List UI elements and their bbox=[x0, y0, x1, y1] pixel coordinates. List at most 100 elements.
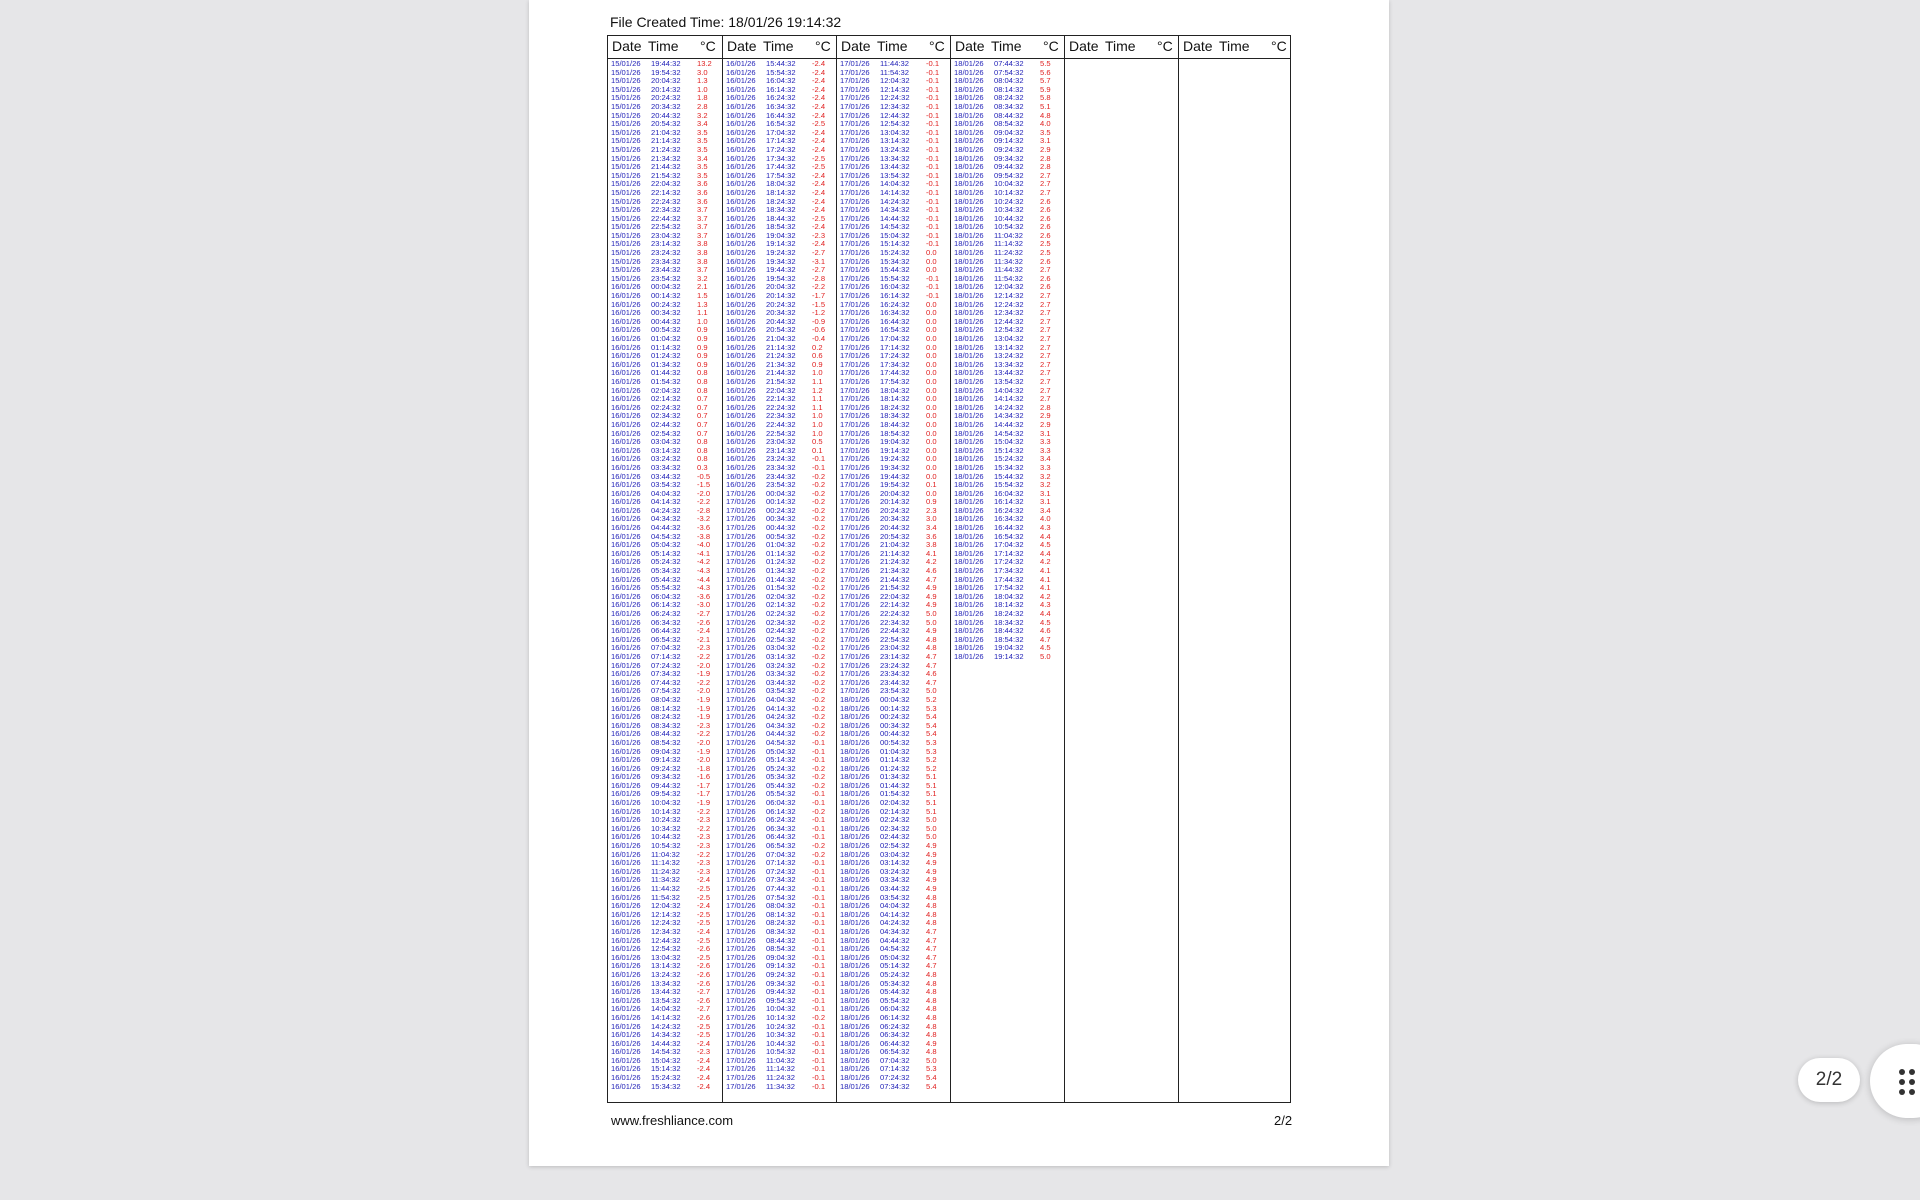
temp-cell: 4.5 bbox=[1040, 617, 1051, 627]
date-cell: 18/01/26 bbox=[840, 737, 870, 747]
table-row: 18/01/26 02:54:32 4.9 bbox=[837, 841, 950, 851]
table-row: 17/01/26 13:24:32 -0.1 bbox=[837, 145, 950, 155]
temp-cell: -0.1 bbox=[926, 59, 940, 68]
header-time: Time bbox=[648, 38, 679, 54]
table-row: 18/01/26 04:04:32 4.8 bbox=[837, 902, 950, 911]
time-cell: 07:44:32 bbox=[994, 59, 1024, 68]
time-cell: 21:34:32 bbox=[766, 359, 796, 369]
table-row: 17/01/26 01:34:32 -0.2 bbox=[723, 566, 836, 576]
date-cell: 18/01/26 bbox=[840, 918, 870, 928]
table-row: 17/01/26 23:44:32 4.7 bbox=[837, 678, 950, 688]
temp-cell: 4.1 bbox=[1040, 574, 1051, 584]
temp-cell: 2.8 bbox=[697, 101, 708, 111]
date-cell: 15/01/26 bbox=[611, 136, 641, 146]
table-row: 17/01/26 19:24:32 0.0 bbox=[837, 455, 950, 464]
date-cell: 17/01/26 bbox=[726, 643, 756, 653]
date-cell: 16/01/26 bbox=[726, 127, 756, 137]
temp-cell: 0.0 bbox=[926, 299, 937, 309]
temp-cell: -2.3 bbox=[812, 230, 826, 240]
time-cell: 02:54:32 bbox=[880, 841, 910, 851]
time-cell: 03:44:32 bbox=[651, 471, 681, 481]
table-row: 16/01/26 21:04:32 -0.4 bbox=[723, 334, 836, 344]
date-cell: 16/01/26 bbox=[611, 583, 641, 593]
date-cell: 18/01/26 bbox=[954, 385, 984, 395]
table-row: 17/01/26 15:34:32 0.0 bbox=[837, 257, 950, 267]
temp-cell: -1.9 bbox=[697, 669, 711, 679]
table-row: 18/01/26 16:14:32 3.1 bbox=[951, 498, 1064, 507]
table-row: 16/01/26 08:34:32 -2.3 bbox=[608, 721, 722, 731]
time-cell: 13:14:32 bbox=[651, 961, 681, 971]
temp-cell: 2.6 bbox=[1040, 222, 1051, 232]
time-cell: 20:44:32 bbox=[880, 523, 910, 533]
table-row: 16/01/26 02:24:32 0.7 bbox=[608, 403, 722, 413]
time-cell: 00:04:32 bbox=[880, 694, 910, 704]
temp-cell: -2.5 bbox=[812, 162, 826, 172]
table-row: 15/01/26 23:54:32 3.2 bbox=[608, 274, 722, 284]
table-row: 17/01/26 13:14:32 -0.1 bbox=[837, 137, 950, 146]
time-cell: 17:04:32 bbox=[994, 540, 1024, 550]
temp-cell: -2.2 bbox=[697, 849, 711, 859]
table-row: 18/01/26 03:24:32 4.9 bbox=[837, 867, 950, 877]
table-row: 18/01/26 03:14:32 4.9 bbox=[837, 859, 950, 868]
temp-cell: -0.1 bbox=[812, 987, 826, 997]
time-cell: 03:24:32 bbox=[651, 454, 681, 464]
table-row: 18/01/26 03:54:32 4.8 bbox=[837, 893, 950, 903]
temp-cell: -0.2 bbox=[812, 583, 826, 593]
date-cell: 16/01/26 bbox=[611, 703, 641, 713]
temp-cell: 4.6 bbox=[1040, 626, 1051, 636]
date-cell: 16/01/26 bbox=[726, 222, 756, 232]
header-date: Date bbox=[612, 38, 642, 54]
table-row: 16/01/26 21:24:32 0.6 bbox=[723, 352, 836, 361]
header-time: Time bbox=[991, 38, 1022, 54]
temp-cell: 4.0 bbox=[1040, 119, 1051, 129]
temp-cell: -4.2 bbox=[697, 557, 711, 567]
header-date: Date bbox=[727, 38, 757, 54]
time-cell: 20:34:32 bbox=[880, 514, 910, 524]
date-cell: 17/01/26 bbox=[840, 514, 870, 524]
table-row: 17/01/26 18:24:32 0.0 bbox=[837, 403, 950, 413]
time-cell: 18:44:32 bbox=[994, 626, 1024, 636]
time-cell: 01:34:32 bbox=[880, 772, 910, 782]
time-cell: 13:24:32 bbox=[994, 351, 1024, 361]
temp-cell: -0.2 bbox=[812, 651, 826, 661]
date-cell: 17/01/26 bbox=[726, 712, 756, 722]
temp-cell: -2.4 bbox=[812, 59, 826, 68]
temp-cell: -2.5 bbox=[697, 952, 711, 962]
table-row: 18/01/26 18:14:32 4.3 bbox=[951, 601, 1064, 610]
temp-cell: 1.3 bbox=[697, 76, 708, 86]
table-row: 18/01/26 13:24:32 2.7 bbox=[951, 352, 1064, 361]
temp-cell: -2.4 bbox=[812, 136, 826, 146]
table-row: 17/01/26 11:34:32 -0.1 bbox=[723, 1082, 836, 1092]
date-cell: 17/01/26 bbox=[726, 1030, 756, 1040]
time-cell: 12:54:32 bbox=[880, 119, 910, 129]
date-cell: 16/01/26 bbox=[611, 325, 641, 335]
table-row: 17/01/26 02:14:32 -0.2 bbox=[723, 601, 836, 610]
time-cell: 21:44:32 bbox=[766, 368, 796, 378]
temp-cell: -0.2 bbox=[812, 780, 826, 790]
time-cell: 18:14:32 bbox=[994, 600, 1024, 610]
date-cell: 18/01/26 bbox=[840, 780, 870, 790]
temp-cell: -2.4 bbox=[812, 93, 826, 103]
viewer-menu-button[interactable] bbox=[1870, 1044, 1920, 1118]
time-cell: 04:54:32 bbox=[651, 531, 681, 541]
temp-cell: -2.2 bbox=[697, 497, 711, 507]
date-cell: 17/01/26 bbox=[726, 952, 756, 962]
table-row: 17/01/26 16:14:32 -0.1 bbox=[837, 291, 950, 301]
temp-cell: 0.0 bbox=[926, 488, 937, 498]
date-cell: 17/01/26 bbox=[726, 849, 756, 859]
time-cell: 13:04:32 bbox=[651, 952, 681, 962]
date-cell: 17/01/26 bbox=[726, 609, 756, 618]
page-indicator[interactable]: 2/2 bbox=[1798, 1058, 1860, 1102]
temp-cell: 3.8 bbox=[926, 540, 937, 550]
time-cell: 20:04:32 bbox=[651, 76, 681, 86]
date-cell: 16/01/26 bbox=[611, 617, 641, 627]
date-cell: 16/01/26 bbox=[726, 454, 756, 464]
table-row: 17/01/26 11:44:32 -0.1 bbox=[837, 59, 950, 69]
table-row: 17/01/26 01:54:32 -0.2 bbox=[723, 584, 836, 593]
time-cell: 13:44:32 bbox=[651, 987, 681, 997]
table-row: 16/01/26 01:04:32 0.9 bbox=[608, 334, 722, 344]
date-cell: 18/01/26 bbox=[954, 93, 984, 103]
grid-dots-icon bbox=[1899, 1069, 1915, 1095]
time-cell: 17:54:32 bbox=[994, 583, 1024, 593]
temp-cell: 1.0 bbox=[812, 368, 823, 378]
